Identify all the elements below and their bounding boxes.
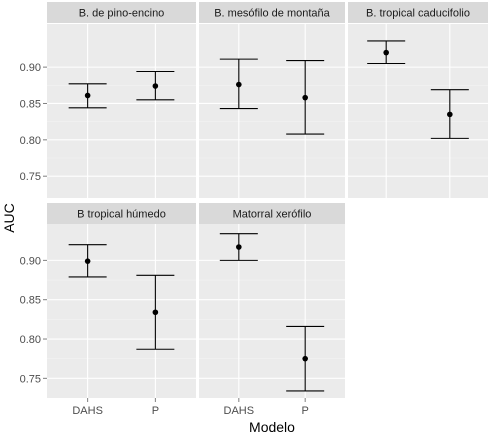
data-point [236, 244, 242, 250]
panel-strip [199, 2, 345, 23]
y-tick-label: 0.85 [20, 295, 41, 307]
data-point [236, 81, 242, 88]
y-tick-label: 0.75 [20, 171, 41, 183]
y-tick-label: 0.90 [20, 255, 41, 267]
panel-3: B. tropical caducifolio [348, 2, 488, 198]
panel-2: B. mesófilo de montaña [199, 2, 345, 198]
panel-title: Matorral xerófilo [233, 209, 312, 221]
panel-title: B tropical húmedo [77, 209, 166, 221]
y-tick-label: 0.80 [20, 334, 41, 346]
panel-background [47, 224, 196, 398]
data-point [84, 92, 91, 99]
panel-4: B tropical húmedo [47, 203, 196, 398]
y-axis-title: AUC [1, 203, 17, 233]
data-point [383, 49, 389, 56]
panel-strip [47, 203, 196, 224]
panel-title: B. tropical caducifolio [366, 8, 470, 20]
panel-5: Matorral xerófilo [199, 203, 345, 398]
x-tick-label: DAHS [224, 405, 255, 417]
data-point [447, 111, 453, 118]
panel-strip [199, 203, 345, 224]
x-tick-label: P [152, 405, 159, 417]
panel-background [199, 24, 345, 198]
data-point [302, 94, 308, 101]
panel-title: B. mesófilo de montaña [214, 8, 330, 20]
y-tick-label: 0.75 [20, 373, 41, 385]
data-point [84, 258, 91, 264]
panel-strip [348, 2, 488, 23]
panel-background [348, 24, 488, 198]
data-point [302, 355, 308, 362]
panel-strip [47, 2, 196, 23]
panel-1: B. de pino-encino [47, 2, 196, 198]
x-tick-label: DAHS [72, 405, 103, 417]
panel-title: B. de pino-encino [79, 8, 165, 20]
data-point [152, 309, 159, 316]
panel-background [199, 224, 345, 398]
data-point [152, 83, 159, 89]
x-tick-label: P [302, 405, 309, 417]
y-tick-label: 0.80 [20, 135, 41, 147]
y-tick-label: 0.85 [20, 98, 41, 110]
x-axis-title: Modelo [249, 419, 295, 435]
y-tick-label: 0.90 [20, 62, 41, 74]
panel-background [47, 24, 196, 198]
